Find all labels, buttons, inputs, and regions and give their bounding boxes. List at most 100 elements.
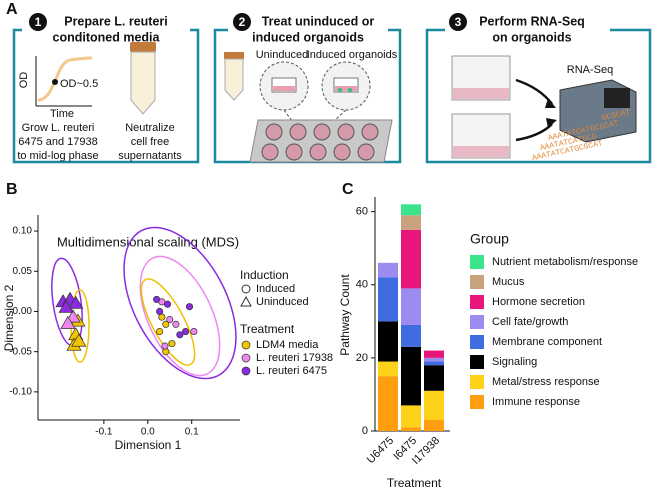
step-number-badge (449, 13, 467, 31)
screen (604, 88, 630, 108)
title-bg (228, 12, 388, 46)
point (153, 295, 161, 303)
bar-segment (424, 357, 444, 362)
step-number: 2 (239, 15, 246, 29)
y-tick-label: -0.05 (9, 346, 32, 357)
y-tick-label: 0.10 (13, 226, 33, 237)
medium (453, 146, 509, 157)
step-title: Treat uninduced or (262, 14, 375, 28)
bacteria (348, 88, 352, 92)
wells (261, 123, 379, 161)
legend-label: Metal/stress response (492, 376, 600, 388)
point (156, 328, 164, 336)
bar-segment (401, 405, 421, 428)
legend-swatch (470, 375, 484, 389)
panel-label: A (6, 1, 18, 18)
bar-segment (424, 390, 444, 421)
label: Uninduced (256, 49, 309, 61)
legend-swatch (470, 335, 484, 349)
legend-swatch (470, 255, 484, 269)
axis-label: OD (18, 72, 30, 89)
legend-swatch (470, 295, 484, 309)
y-axis-label: Dimension 2 (2, 284, 16, 351)
legend-title: Induction (240, 268, 289, 282)
point (190, 328, 198, 336)
x-axis-label: Dimension 1 (115, 438, 182, 452)
chart-title: Multidimensional scaling (MDS) (57, 234, 239, 249)
point (60, 315, 76, 329)
step-number: 3 (455, 15, 462, 29)
point (166, 315, 174, 324)
axis-label: Time (50, 108, 74, 120)
tube (224, 58, 244, 101)
x-tick-label: -0.1 (95, 427, 113, 438)
medium (335, 86, 357, 91)
annotation: OD~0.5 (60, 78, 98, 90)
y-tick-label: 20 (356, 352, 368, 364)
legend-shape (240, 295, 252, 307)
caption: supernatants (118, 150, 182, 162)
y-tick-label: 0.05 (13, 266, 33, 277)
step-1: 1 Prepare L. reuteri conditoned media OD… (12, 12, 200, 164)
step-number: 1 (35, 15, 42, 29)
title-bg (445, 12, 610, 46)
legend-label: Signaling (492, 356, 537, 368)
bar-segment (424, 361, 444, 366)
bar-segment (378, 321, 398, 362)
caption: Neutralize (125, 122, 175, 134)
legend-label: L. reuteri 6475 (256, 365, 327, 377)
bacteria (338, 88, 342, 92)
bar-segment (401, 215, 421, 230)
label: RNA-Seq (567, 64, 613, 76)
step-number-badge (29, 13, 47, 31)
step-3: 3 Perform RNA-Seq on organoids RNA-Seq G… (425, 12, 652, 164)
legend-title: Group (470, 231, 509, 247)
caption: 6475 and 17938 (18, 136, 98, 148)
legend-label: Mucus (492, 276, 525, 288)
legend-swatch (241, 366, 251, 376)
step-title: induced organoids (252, 30, 364, 44)
x-tick-label: 0.0 (141, 427, 155, 438)
medium (453, 88, 509, 99)
point (181, 328, 190, 336)
caption: to mid-log phase (17, 150, 98, 162)
bar-segment (401, 204, 421, 216)
legend-label: Cell fate/growth (492, 316, 568, 328)
label: Induced organoids (307, 49, 398, 61)
tube (130, 51, 156, 115)
point (168, 340, 176, 348)
arrow (515, 123, 553, 142)
point (185, 303, 194, 311)
y-axis-label: Pathway Count (338, 274, 352, 356)
step-2: 2 Treat uninduced or induced organoids U… (213, 12, 402, 164)
tube-cap (130, 42, 156, 52)
legend-swatch (241, 340, 251, 350)
caption: cell free (131, 136, 170, 148)
legend-label: Nutrient metabolism/response (492, 256, 638, 268)
point (156, 307, 164, 316)
bar-segment (401, 427, 421, 431)
step-title: Perform RNA-Seq (479, 14, 585, 28)
y-tick-label: 0 (362, 425, 368, 437)
legend-label: Uninduced (256, 296, 309, 308)
arrowhead (546, 118, 557, 128)
legend-title: Treatment (240, 322, 295, 336)
arrowhead (545, 98, 556, 108)
legend-swatch (470, 355, 484, 369)
x-tick-label: 0.1 (185, 427, 199, 438)
y-tick-label: -0.10 (9, 387, 32, 398)
y-tick-label: 0.00 (13, 306, 33, 317)
point (162, 320, 170, 328)
point (68, 295, 84, 309)
od-point (52, 79, 58, 85)
step-title: on organoids (492, 30, 571, 44)
legend-swatch (470, 395, 484, 409)
tube-cap (224, 52, 244, 59)
step-title: conditoned media (53, 30, 161, 44)
legend-swatch (470, 275, 484, 289)
point (176, 331, 184, 339)
legend-swatch (241, 353, 251, 363)
bar-segment (424, 365, 444, 391)
ellipses (51, 226, 237, 380)
legend-label: Membrane component (492, 336, 602, 348)
